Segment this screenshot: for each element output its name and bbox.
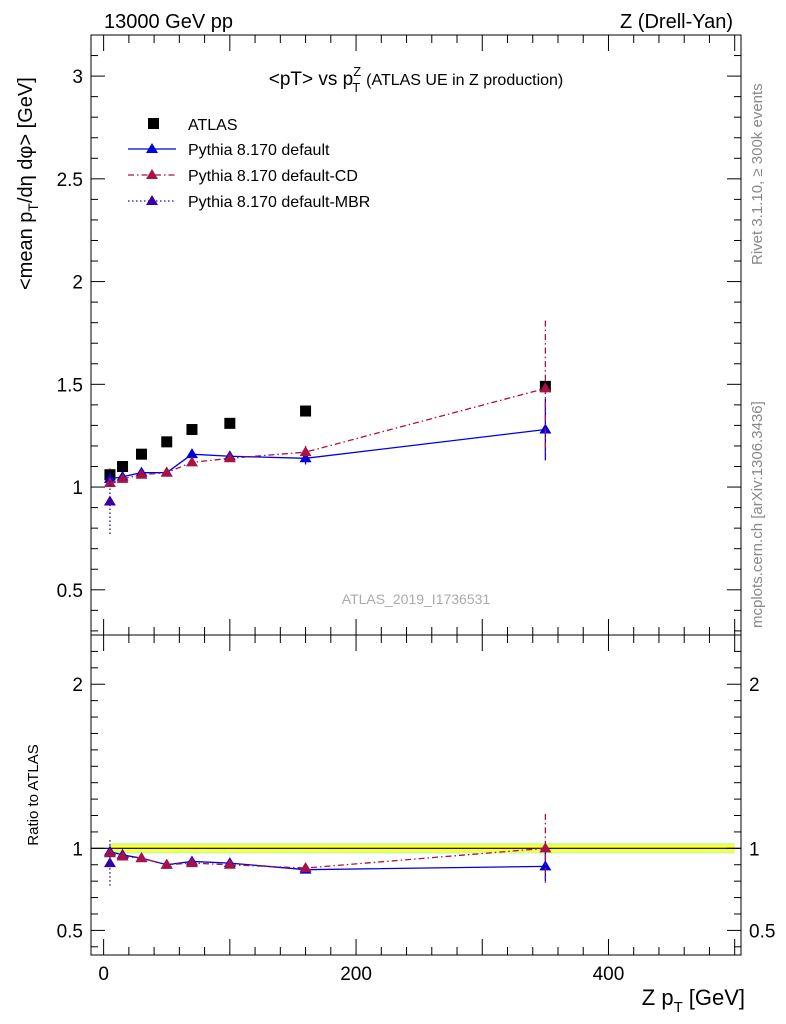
main-ytick-label: 2.5 <box>57 170 83 191</box>
ratio-axes: 0.5 0.5 1 1 2 2 0 200 400 <box>57 635 775 985</box>
ratio-ytick-label-left: 0.5 <box>57 921 83 942</box>
main-axes: 0.5 1 1.5 2 2.5 3 <box>57 35 741 635</box>
ratio-xtick-label: 200 <box>340 964 372 985</box>
ratio-ytick-label-left: 2 <box>72 675 83 696</box>
main-point-cd <box>223 452 236 463</box>
main-line-default <box>109 428 546 480</box>
ratio-ytick-label-right: 0.5 <box>749 921 775 942</box>
ratio-data-marks <box>103 813 552 887</box>
main-point-cd <box>299 446 312 457</box>
legend-label-cd: Pythia 8.170 default-CD <box>188 168 358 185</box>
main-y-axis-label: <mean pT/dη dφ> [GeV] <box>15 77 41 290</box>
energy-label: 13000 GeV pp <box>104 11 233 33</box>
process-label: Z (Drell-Yan) <box>620 11 733 33</box>
ratio-xtick-label: 400 <box>593 964 625 985</box>
main-ytick-label: 1.5 <box>57 375 83 396</box>
rivet-version-label: Rivet 3.1.10, ≥ 300k events <box>749 83 766 265</box>
ratio-ytick-label-left: 1 <box>72 839 83 860</box>
main-point-default <box>539 423 552 434</box>
main-point-cd <box>135 468 148 479</box>
legend-label-mbr: Pythia 8.170 default-MBR <box>188 194 370 211</box>
main-title: <pT> vs pZ T (ATLAS UE in Z production) <box>269 64 564 95</box>
ratio-point-mbr <box>103 857 116 868</box>
mcplots-label: mcplots.cern.ch [arXiv:1306.3436] <box>749 401 766 628</box>
main-ytick-label: 3 <box>72 67 83 88</box>
legend-marker-atlas <box>148 118 159 129</box>
main-point-cd <box>116 472 129 483</box>
legend-label-default: Pythia 8.170 default <box>188 142 330 159</box>
legend-marker-mbr <box>146 195 158 205</box>
ratio-ytick-label-right: 2 <box>749 675 760 696</box>
analysis-watermark: ATLAS_2019_I1736531 <box>342 591 491 607</box>
ratio-xtick-label: 0 <box>98 964 109 985</box>
main-point-cd <box>160 466 173 477</box>
ratio-point-cd <box>539 842 552 853</box>
x-axis-label: Z pT [GeV] <box>642 985 745 1016</box>
main-atlas-point <box>117 461 129 473</box>
ratio-panel-frame <box>90 634 742 956</box>
main-point-cd <box>539 382 552 393</box>
ratio-point-cd <box>160 858 173 869</box>
legend: ATLAS Pythia 8.170 default Pythia 8.170 … <box>128 117 370 211</box>
ratio-y-axis-label: Ratio to ATLAS <box>25 744 42 845</box>
main-atlas-point <box>300 405 312 417</box>
main-point-default <box>185 448 198 459</box>
ratio-point-default <box>539 860 552 871</box>
main-data-marks <box>103 320 552 535</box>
main-line-cd <box>109 387 546 484</box>
main-atlas-point <box>186 424 198 436</box>
ratio-point-cd <box>223 858 236 869</box>
ratio-line-default <box>109 850 546 871</box>
main-ytick-label: 1 <box>72 478 83 499</box>
main-point-default <box>299 452 312 463</box>
legend-label-atlas: ATLAS <box>188 117 238 134</box>
ratio-ytick-label-right: 1 <box>749 839 760 860</box>
main-point-cd <box>185 456 198 467</box>
main-point-mbr <box>103 495 116 506</box>
main-ytick-label: 0.5 <box>57 581 83 602</box>
main-ytick-label: 2 <box>72 273 83 294</box>
legend-marker-default <box>146 143 158 153</box>
ratio-point-cd <box>135 852 148 863</box>
ratio-point-cd <box>185 857 198 868</box>
ratio-point-cd <box>299 862 312 873</box>
main-atlas-point <box>135 448 147 460</box>
ratio-point-cd <box>116 850 129 861</box>
main-atlas-point <box>224 417 236 429</box>
legend-marker-cd <box>146 169 158 179</box>
main-atlas-point <box>161 436 173 448</box>
